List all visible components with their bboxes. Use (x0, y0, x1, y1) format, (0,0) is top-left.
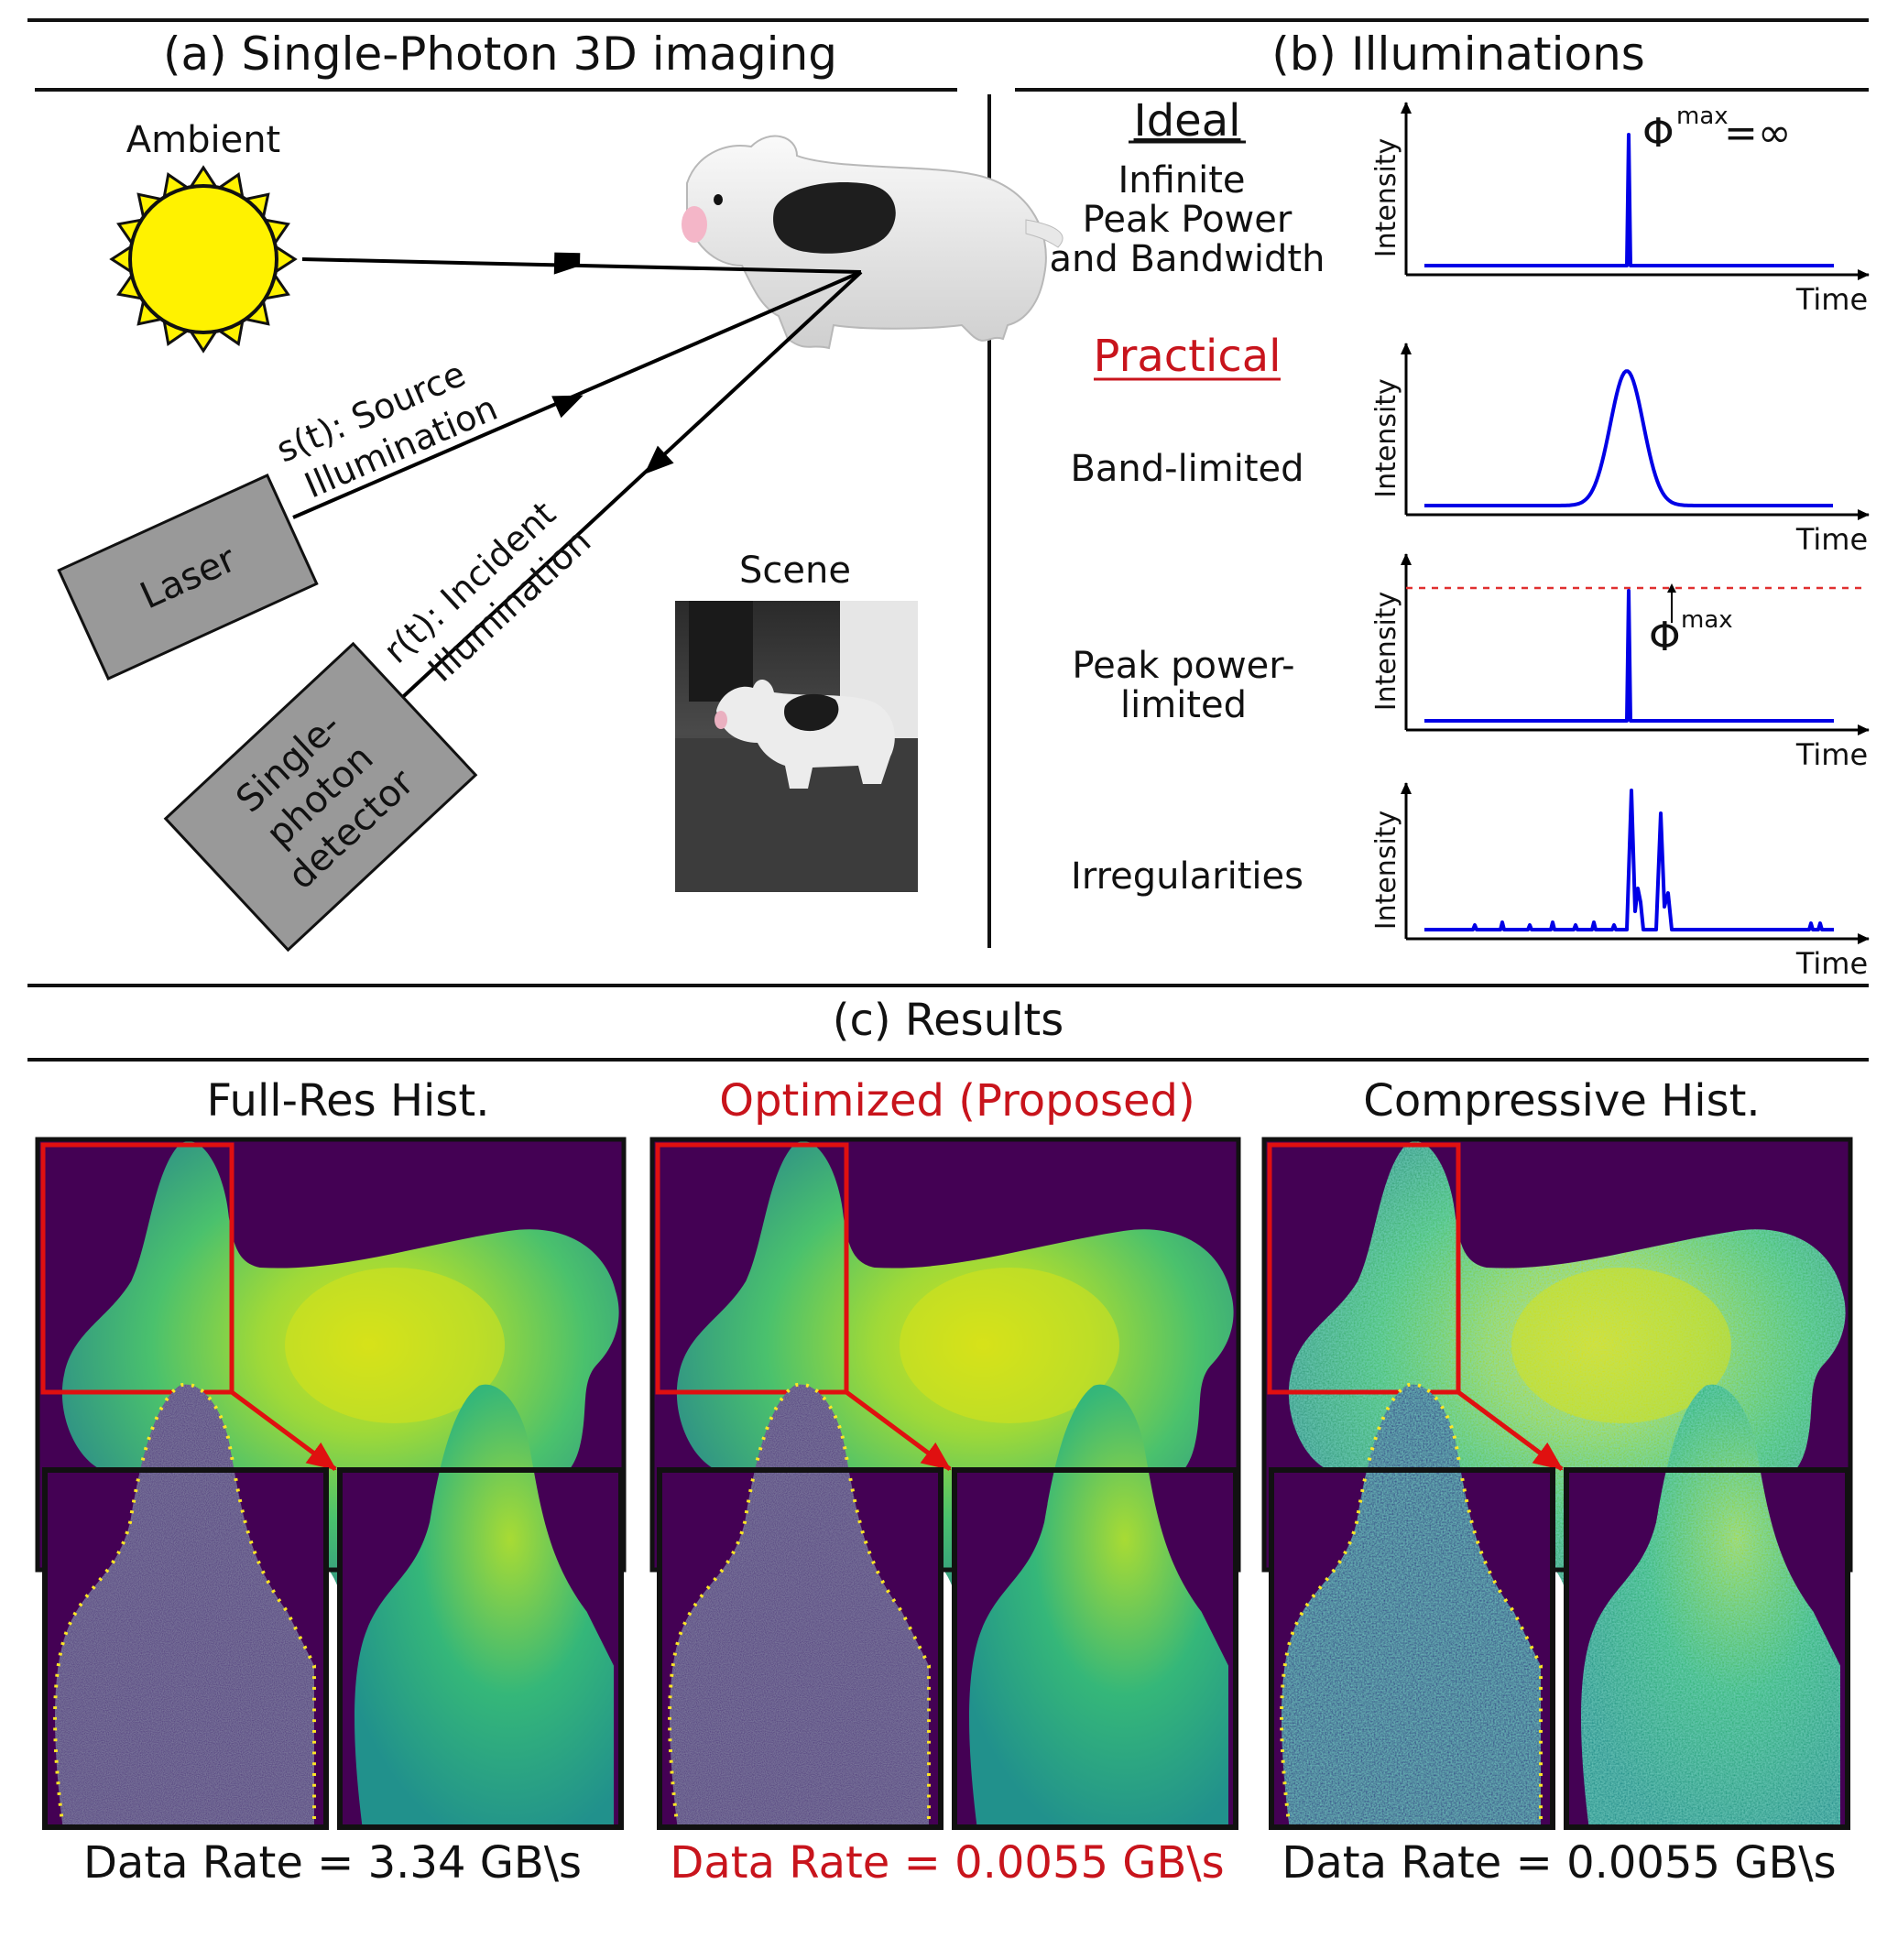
peak-power-label-1: Peak power- (1072, 645, 1294, 687)
data-rate-label: Data Rate = 0.0055 GB\s (670, 1837, 1224, 1889)
results-grid: Full-Res Hist. Data Rate = 3.34 GB\s Optim… (35, 1075, 1853, 1889)
light-paths (292, 257, 863, 707)
panel-c-title: (c) Results (833, 995, 1063, 1046)
y-axis-label: Intensity (1370, 138, 1402, 258)
zoom-region-box (1267, 1142, 1461, 1395)
ideal-line-1: Infinite (1118, 159, 1245, 201)
method-title: Compressive Hist. (1363, 1075, 1760, 1127)
ideal-heading: Ideal (1134, 95, 1241, 147)
method-title: Full-Res Hist. (207, 1075, 490, 1127)
error-inset (1269, 1382, 1555, 1830)
zoomed-depth-inset (952, 1384, 1238, 1830)
laser-device: Laser (57, 474, 319, 681)
zoomed-depth-inset (337, 1384, 624, 1830)
peak-power-label-2: limited (1120, 684, 1247, 726)
ideal-line-3: and Bandwidth (1050, 238, 1325, 280)
panel-a: (a) Single-Photon 3D imaging Ambient (57, 27, 1063, 953)
irregularities-label: Irregularities (1071, 855, 1303, 898)
phi-max-label: Φ (1649, 614, 1681, 660)
band-limited-label: Band-limited (1070, 448, 1303, 490)
practical-heading: Practical (1094, 331, 1282, 382)
plot-peak: Intensity Time Φ max (1370, 553, 1870, 772)
panel-a-title: (a) Single-Photon 3D imaging (163, 27, 837, 81)
signal-curve (1424, 589, 1834, 723)
detector-device: Single- photon detector (163, 641, 478, 953)
x-axis-label: Time (1795, 737, 1868, 772)
error-inset (657, 1382, 944, 1830)
scene-label: Scene (739, 550, 851, 592)
phi-infinite-eq: =∞ (1724, 110, 1792, 157)
data-rate-label: Data Rate = 0.0055 GB\s (1282, 1837, 1836, 1889)
y-axis-label: Intensity (1370, 811, 1402, 931)
zoom-arrow (845, 1389, 952, 1472)
zoom-arrow (1456, 1389, 1564, 1472)
panel-c: (c) Results Full-Res Hist. Data Rate = 3.… (35, 995, 1853, 1889)
result-column: Optimized (Proposed) Data Rate = 0.0055 G… (649, 1075, 1241, 1889)
cow-object-photo (682, 135, 1063, 350)
zoom-region-box (40, 1142, 235, 1395)
y-axis-label: Intensity (1370, 378, 1402, 498)
panel-b-title: (b) Illuminations (1271, 27, 1645, 81)
panel-b: (b) Illuminations Ideal Infinite Peak Po… (1050, 27, 1870, 981)
zoom-region-box (655, 1142, 849, 1395)
scene-photo (675, 601, 918, 892)
phi-infinite-label: Φ (1642, 110, 1674, 157)
phi-infinite-sup: max (1676, 103, 1729, 130)
zoomed-depth-inset (1564, 1384, 1850, 1830)
sun-icon (109, 165, 298, 354)
zoom-arrow (230, 1389, 337, 1472)
ideal-line-2: Peak Power (1083, 199, 1293, 241)
signal-curve (1424, 789, 1834, 931)
plot-band: Intensity Time (1370, 343, 1870, 557)
method-title: Optimized (Proposed) (719, 1075, 1194, 1127)
signal-curve (1424, 133, 1834, 267)
result-column: Compressive Hist. Data Rate = 0.0055 GB\s (1261, 1075, 1853, 1889)
y-axis-label: Intensity (1370, 592, 1402, 712)
plot-ideal: Intensity Time Φ max=∞ (1370, 102, 1870, 317)
plot-irreg: Intensity Time (1370, 782, 1870, 981)
x-axis-label: Time (1795, 522, 1868, 557)
ray-arrowheads (551, 252, 674, 474)
ambient-label: Ambient (126, 119, 280, 161)
phi-max-sup: max (1681, 606, 1733, 634)
signal-curve (1424, 369, 1833, 507)
x-axis-label: Time (1795, 282, 1868, 317)
result-column: Full-Res Hist. Data Rate = 3.34 GB\s (35, 1075, 627, 1889)
error-inset (42, 1382, 329, 1830)
data-rate-label: Data Rate = 3.34 GB\s (83, 1837, 582, 1889)
x-axis-label: Time (1795, 946, 1868, 981)
